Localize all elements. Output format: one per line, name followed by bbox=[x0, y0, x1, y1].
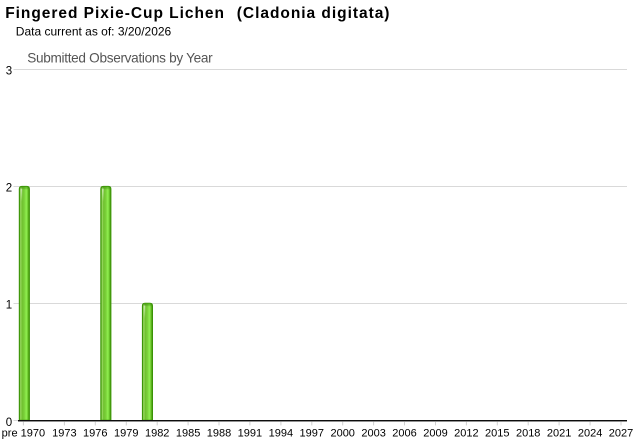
svg-text:1988: 1988 bbox=[207, 427, 231, 439]
svg-text:2009: 2009 bbox=[423, 427, 447, 439]
svg-text:2003: 2003 bbox=[361, 427, 385, 439]
svg-text:3: 3 bbox=[6, 66, 12, 78]
svg-text:1973: 1973 bbox=[52, 427, 76, 439]
svg-text:1976: 1976 bbox=[83, 427, 107, 439]
svg-text:Submitted Observations by Year: Submitted Observations by Year bbox=[27, 50, 213, 65]
svg-text:1982: 1982 bbox=[145, 427, 169, 439]
svg-text:Data current as of: 3/20/2026: Data current as of: 3/20/2026 bbox=[16, 25, 172, 39]
svg-text:0: 0 bbox=[6, 417, 12, 429]
svg-text:2018: 2018 bbox=[516, 427, 540, 439]
svg-text:(Cladonia digitata): (Cladonia digitata) bbox=[237, 5, 391, 22]
svg-text:2015: 2015 bbox=[485, 427, 509, 439]
svg-text:1979: 1979 bbox=[114, 427, 138, 439]
svg-text:1985: 1985 bbox=[176, 427, 200, 439]
svg-text:2012: 2012 bbox=[454, 427, 478, 439]
svg-text:2024: 2024 bbox=[578, 427, 602, 439]
svg-text:2021: 2021 bbox=[547, 427, 571, 439]
svg-text:2: 2 bbox=[6, 183, 12, 195]
svg-text:1: 1 bbox=[6, 299, 12, 311]
svg-text:Fingered Pixie-Cup Lichen: Fingered Pixie-Cup Lichen bbox=[5, 5, 225, 22]
svg-text:pre 1970: pre 1970 bbox=[2, 427, 45, 439]
svg-text:2000: 2000 bbox=[330, 427, 354, 439]
svg-text:1994: 1994 bbox=[269, 427, 293, 439]
svg-text:1997: 1997 bbox=[300, 427, 324, 439]
svg-text:2027: 2027 bbox=[609, 427, 633, 439]
svg-text:1991: 1991 bbox=[238, 427, 262, 439]
svg-text:2006: 2006 bbox=[392, 427, 416, 439]
